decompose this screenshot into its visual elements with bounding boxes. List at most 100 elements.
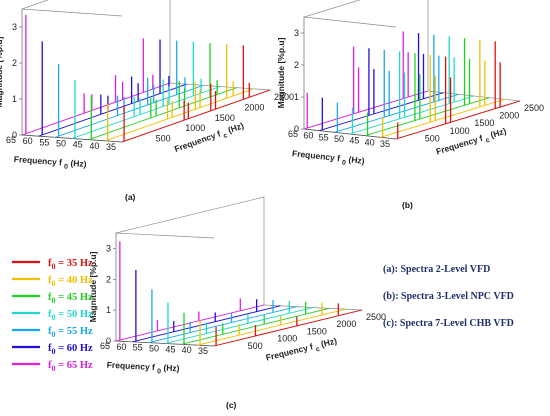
z-tick-label: 0	[106, 336, 111, 346]
z-tick-label: 1	[106, 305, 111, 315]
panel-tag: (c)	[226, 400, 237, 410]
x-tick-label: 2500	[366, 312, 386, 322]
x-tick-label: 1000	[277, 334, 297, 344]
z-tick-label: 3	[106, 243, 111, 253]
series-35hz	[395, 41, 521, 140]
series-40hz	[105, 44, 254, 142]
z-axis-label: Magnitude [%p.u]	[0, 36, 4, 107]
x-tick-label: 2500	[274, 92, 294, 102]
series-baseline	[213, 309, 363, 347]
y-axis-label: Frequency f 0 (Hz)	[291, 148, 365, 169]
z-tick-label: 2	[106, 274, 111, 284]
z-tick-label: 1	[294, 92, 299, 102]
legend-item: f0 = 55 Hz	[12, 326, 93, 339]
y-tick-label: 35	[106, 142, 116, 152]
panel-tag: (b)	[402, 200, 413, 210]
notes: (a): Spectra 2-Level VFD (b): Spectra 3-…	[383, 264, 514, 329]
x-tick-label: 500	[156, 134, 171, 144]
note-b: (b): Spectra 3-Level NPC VFD	[383, 291, 514, 302]
x-tick-label: 1000	[185, 123, 205, 133]
back-wall	[115, 196, 265, 342]
side-wall	[21, 8, 123, 143]
y-tick-label: 65	[100, 341, 110, 351]
y-tick-label: 65	[288, 129, 298, 139]
legend-label: f0 = 60 Hz	[48, 343, 93, 356]
x-tick-label: 500	[248, 341, 263, 351]
x-tick-label: 500	[425, 133, 440, 143]
series-baseline	[349, 95, 475, 135]
legend-label: f0 = 35 Hz	[48, 258, 93, 271]
x-tick-label: 1500	[215, 113, 235, 123]
y-tick-label: 50	[334, 134, 344, 144]
y-tick-label: 60	[116, 342, 126, 352]
y-tick-label: 40	[365, 137, 375, 147]
series-baseline	[395, 100, 521, 140]
series-baseline	[38, 83, 187, 137]
y-tick-label: 35	[380, 139, 390, 149]
series-baseline	[55, 84, 204, 138]
legend-label: f0 = 45 Hz	[48, 292, 93, 305]
series-baseline	[197, 308, 346, 346]
y-axis-label: Frequency f 0 (Hz)	[13, 154, 87, 172]
legend-item: f0 = 65 Hz	[12, 360, 93, 373]
axes-box	[115, 196, 363, 347]
series-baseline	[365, 97, 490, 137]
note-c: (c): Spectra 7-Level CHB VFD	[383, 318, 514, 329]
z-tick-label: 0	[12, 130, 17, 140]
y-tick-label: 50	[56, 139, 66, 149]
legend-label: f0 = 55 Hz	[48, 326, 93, 339]
y-tick-label: 60	[23, 136, 33, 146]
legend-label: f0 = 65 Hz	[48, 360, 93, 373]
series-45hz	[365, 38, 490, 137]
legend-item: f0 = 50 Hz	[12, 309, 93, 322]
y-tick-label: 50	[149, 344, 159, 354]
y-tick-label: 55	[319, 132, 329, 142]
series-65hz	[303, 31, 429, 130]
legend: f0 = 35 Hz f0 = 40 Hz f0 = 45 Hz f0 = 50 Hz…	[12, 258, 93, 373]
series-baseline	[380, 98, 505, 138]
x-tick-label: 1500	[474, 118, 494, 128]
series-baseline	[319, 92, 444, 132]
z-tick-label: 1	[12, 94, 17, 104]
legend-label: f0 = 50 Hz	[48, 309, 93, 322]
y-tick-label: 65	[6, 135, 16, 145]
y-tick-label: 40	[89, 141, 99, 151]
y-tick-label: 45	[73, 140, 83, 150]
series-baseline	[105, 88, 254, 142]
series-35hz	[121, 45, 271, 143]
x-tick-label: 1000	[450, 126, 470, 136]
z-tick-label: 3	[294, 28, 299, 38]
z-axis-label: Magnitude [%p.u]	[276, 37, 286, 108]
series-60hz	[319, 33, 444, 132]
note-a: (a): Spectra 2-Level VFD	[383, 264, 490, 275]
series-baseline	[334, 93, 459, 133]
x-axis-label: Frequency f c (Hz)	[435, 126, 509, 160]
y-tick-label: 35	[198, 346, 208, 356]
legend-item: f0 = 45 Hz	[12, 292, 93, 305]
series-baseline	[21, 82, 171, 136]
series-40hz	[197, 302, 346, 346]
series-baseline	[303, 90, 429, 130]
legend-label: f0 = 40 Hz	[48, 275, 93, 288]
x-tick-label: 2000	[336, 319, 356, 329]
y-tick-label: 40	[182, 345, 192, 355]
back-wall	[21, 0, 171, 136]
series-65hz	[21, 14, 171, 136]
x-tick-label: 1500	[307, 326, 327, 336]
panel-tag: (a)	[125, 192, 136, 202]
x-axis-label: Frequency f c (Hz)	[173, 120, 246, 156]
series-baseline	[121, 89, 271, 143]
series-40hz	[380, 39, 505, 138]
series-45hz	[88, 43, 237, 141]
chart-panel-c: 0 1 2 3 35 40 45 50 55 60 65 500 1000 1500 2000 2500 Mag…	[88, 196, 386, 410]
x-tick-label: 2000	[499, 111, 519, 121]
legend-item: f0 = 35 Hz	[12, 258, 93, 271]
legend-item: f0 = 40 Hz	[12, 275, 93, 288]
y-tick-label: 55	[39, 137, 49, 147]
z-tick-label: 0	[294, 124, 299, 134]
y-tick-label: 55	[133, 343, 143, 353]
z-tick-label: 3	[12, 22, 17, 32]
x-tick-label: 2500	[524, 103, 544, 113]
